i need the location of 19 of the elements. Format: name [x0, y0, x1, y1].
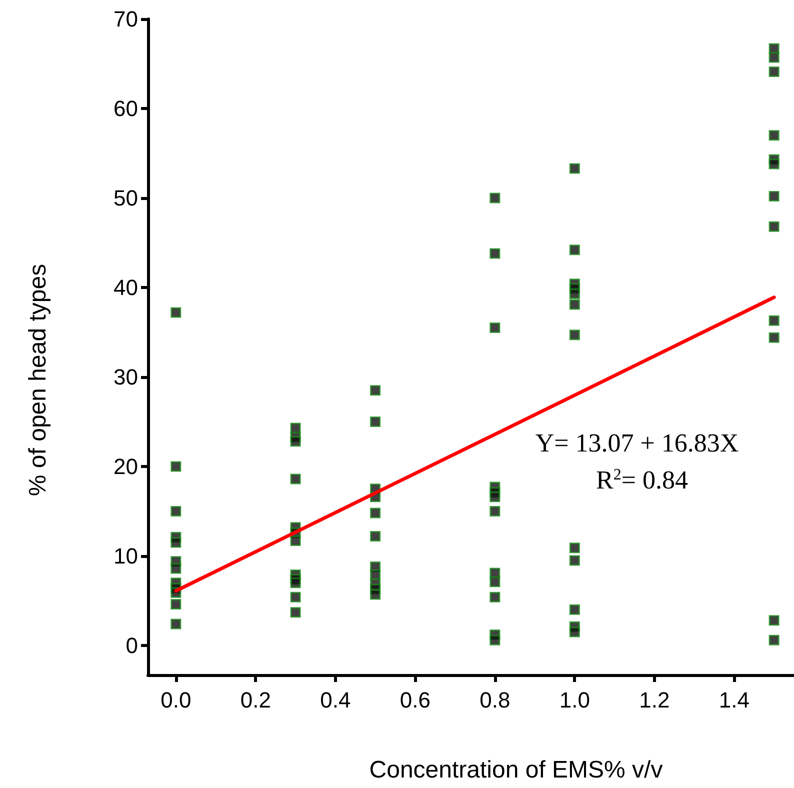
- y-tick-label: 60: [114, 96, 138, 121]
- x-tick-label: 1.0: [559, 688, 590, 712]
- y-tick-label: 70: [114, 6, 138, 32]
- x-axis-title: Concentration of EMS% v/v: [369, 756, 663, 784]
- y-tick-label: 10: [114, 543, 138, 568]
- x-tick-label: 0.0: [160, 688, 192, 712]
- x-tick-label: 1.4: [718, 688, 750, 712]
- x-tick-label: 0.2: [240, 688, 271, 712]
- x-tick-label: 0.8: [480, 688, 510, 712]
- y-tick-label: 0: [126, 632, 138, 658]
- annotation: Y= 13.07 + 16.83X: [535, 428, 739, 458]
- x-tick-label: 0.4: [320, 688, 351, 712]
- y-tick-label: 40: [114, 274, 138, 300]
- y-tick-label: 50: [114, 185, 138, 210]
- y-tick-label: 30: [114, 364, 138, 390]
- x-tick-label: 1.2: [639, 688, 670, 712]
- x-tick-label: 0.6: [400, 688, 430, 712]
- y-tick-label: 20: [114, 454, 138, 479]
- y-axis-title: % of open head types: [24, 264, 52, 496]
